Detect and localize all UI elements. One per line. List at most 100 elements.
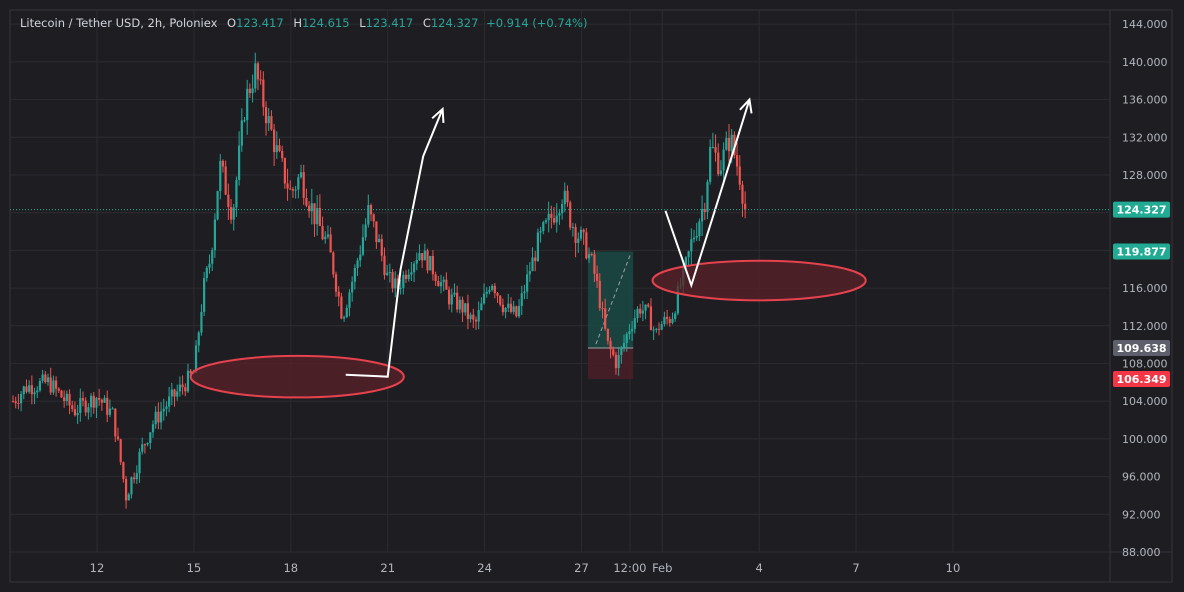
candle-down — [550, 213, 553, 219]
price-badges: 124.327 119.877 109.638 106.349 — [1113, 201, 1170, 388]
candle-down — [30, 385, 33, 395]
candle-up — [238, 145, 241, 180]
candle-up — [725, 137, 728, 150]
close-value: 124.327 — [430, 16, 479, 30]
candle-down — [286, 183, 289, 189]
candle-up — [326, 234, 330, 237]
candle-up — [168, 396, 171, 407]
candle-up — [19, 394, 23, 404]
candle-up — [517, 305, 521, 317]
candle-up — [267, 116, 270, 124]
position-diagonal — [595, 255, 631, 345]
candle-down — [143, 444, 147, 446]
candle-down — [278, 145, 281, 151]
candle-down — [717, 152, 720, 175]
candle-up — [316, 208, 319, 225]
candle-up — [159, 411, 163, 423]
y-tick-label: 100.000 — [1122, 433, 1168, 446]
close-label: C — [422, 16, 431, 30]
candle-up — [458, 299, 461, 310]
candle-up — [243, 120, 246, 122]
candle-up — [22, 386, 25, 395]
candle-down — [116, 436, 120, 440]
candle-up — [127, 494, 130, 501]
candles — [11, 52, 747, 509]
candle-down — [49, 377, 52, 393]
candle-up — [547, 213, 550, 221]
candle-up — [394, 278, 397, 289]
price-badge-stop — [1113, 371, 1170, 388]
candle-up — [633, 318, 636, 330]
candle-up — [194, 345, 198, 374]
candle-down — [404, 274, 408, 279]
candle-up — [674, 313, 677, 319]
grid-lines — [9, 9, 1173, 583]
candle-up — [655, 328, 658, 330]
candle-up — [353, 267, 356, 282]
candle-up — [488, 289, 491, 292]
candle-down — [81, 398, 85, 401]
candle-up — [636, 308, 639, 319]
candle-down — [649, 306, 653, 331]
candle-down — [308, 205, 311, 212]
candle-up — [415, 259, 418, 264]
open-value: 123.417 — [236, 16, 284, 30]
candle-up — [536, 232, 539, 262]
candle-up — [453, 292, 456, 295]
candle-up — [211, 250, 214, 264]
candle-down — [71, 405, 74, 410]
candle-down — [173, 389, 176, 397]
candle-down — [665, 316, 669, 320]
candle-down — [11, 401, 15, 403]
candle-up — [485, 291, 488, 294]
candle-down — [124, 478, 128, 501]
candle-up — [170, 389, 173, 397]
candle-down — [447, 289, 451, 305]
candle-up — [558, 213, 561, 216]
projection-arrow-line — [345, 108, 444, 378]
candle-up — [216, 191, 219, 220]
candle-up — [388, 272, 391, 274]
candle-up — [154, 411, 157, 425]
x-tick-label: 4 — [755, 561, 762, 575]
candle-up — [165, 406, 168, 409]
candle-up — [38, 380, 42, 391]
candle-up — [386, 272, 389, 276]
candle-down — [569, 202, 572, 228]
candle-down — [133, 477, 136, 480]
candle-down — [499, 295, 502, 305]
candle-up — [539, 231, 542, 233]
symbol-title[interactable]: Litecoin / Tether USD, 2h, Poloniex — [20, 16, 218, 30]
candle-up — [477, 310, 480, 322]
candle-up — [410, 272, 413, 275]
candle-up — [504, 307, 507, 313]
candle-down — [291, 189, 295, 191]
candle-up — [46, 377, 50, 383]
x-tick-label: 12:00 — [613, 561, 646, 575]
price-badge-label: 119.877 — [1116, 246, 1166, 259]
candle-up — [631, 329, 634, 332]
candle-down — [122, 462, 125, 479]
candle-down — [598, 280, 601, 309]
candle-down — [73, 409, 77, 416]
y-tick-label: 144.000 — [1122, 18, 1168, 31]
candle-down — [566, 190, 569, 203]
candle-up — [628, 331, 631, 334]
candle-up — [275, 145, 278, 153]
candle-up — [146, 443, 149, 445]
candle-down — [714, 146, 717, 153]
candle-down — [334, 274, 338, 292]
candle-up — [141, 444, 144, 452]
candle-up — [722, 149, 725, 171]
candle-down — [318, 208, 321, 226]
candle-down — [380, 239, 383, 256]
candle-up — [108, 408, 112, 415]
candle-up — [162, 408, 165, 412]
candle-up — [76, 412, 79, 416]
candle-down — [340, 296, 343, 319]
candle-down — [375, 221, 378, 243]
x-tick-label: 12 — [90, 561, 105, 575]
candle-down — [456, 292, 459, 310]
